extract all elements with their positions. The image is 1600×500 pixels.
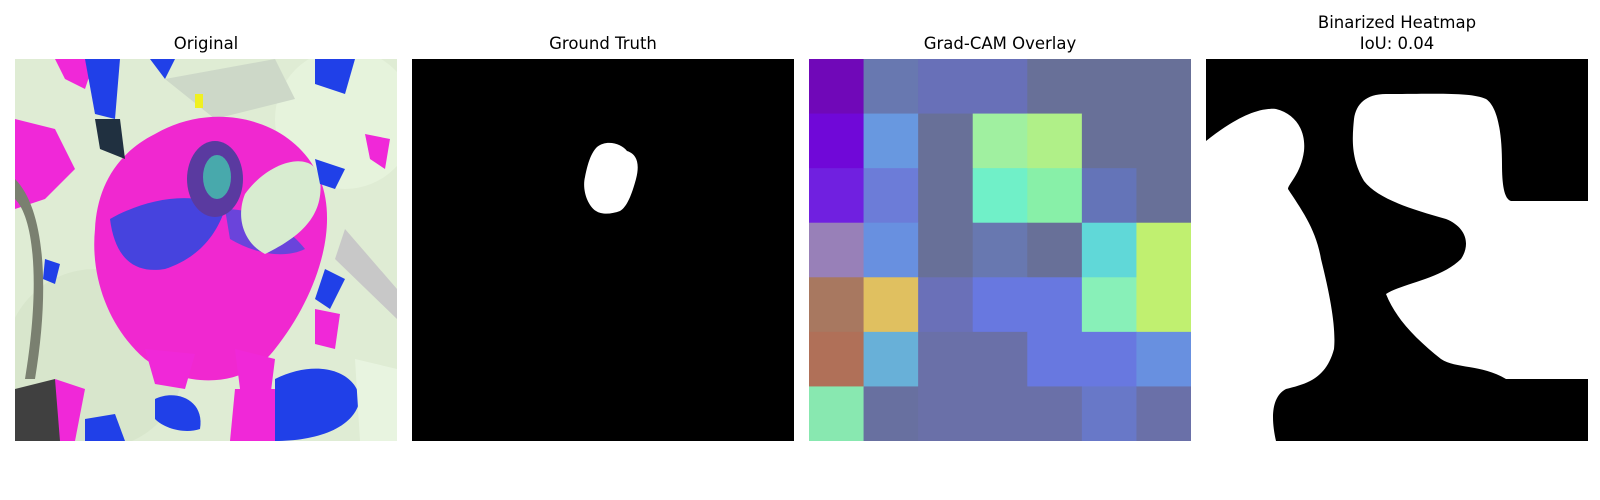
gradcam-cell	[972, 113, 1028, 169]
gradcam-cell	[863, 113, 919, 169]
gradcam-cell	[1081, 277, 1137, 333]
gradcam-cell	[972, 277, 1028, 333]
gradcam-cell	[1136, 386, 1191, 441]
gradcam-cell	[1081, 168, 1137, 224]
gradcam-cell	[972, 331, 1028, 387]
gradcam-cell	[809, 222, 865, 278]
gradcam-cell	[1027, 113, 1083, 169]
gradcam-cell	[918, 331, 974, 387]
original-image	[15, 59, 397, 441]
panel-original: Original	[15, 0, 397, 500]
gradcam-cell	[1081, 113, 1137, 169]
gradcam-cell	[972, 59, 1028, 115]
gradcam-cell	[863, 222, 919, 278]
gradcam-cell	[809, 113, 865, 169]
gradcam-cell	[863, 331, 919, 387]
panel-gradcam: Grad-CAM Overlay	[809, 0, 1191, 500]
gradcam-cell	[863, 168, 919, 224]
gradcam-cell	[1136, 113, 1191, 169]
gradcam-overlay	[809, 59, 1191, 441]
gradcam-cell	[918, 168, 974, 224]
gradcam-cell	[1027, 222, 1083, 278]
gradcam-cell	[918, 386, 974, 441]
binarized-mask	[1206, 59, 1588, 441]
gradcam-cell	[1136, 59, 1191, 115]
panel-title-ground-truth: Ground Truth	[549, 34, 657, 53]
gradcam-cell	[972, 386, 1028, 441]
gradcam-cell	[1136, 277, 1191, 333]
gradcam-cell	[809, 331, 865, 387]
gradcam-cell	[1027, 386, 1083, 441]
gradcam-cell	[972, 168, 1028, 224]
gradcam-cell	[918, 59, 974, 115]
gradcam-cell	[863, 277, 919, 333]
gradcam-cell	[863, 386, 919, 441]
gradcam-cell	[809, 168, 865, 224]
gradcam-cell	[918, 222, 974, 278]
gradcam-cell	[918, 113, 974, 169]
gradcam-cell	[1081, 222, 1137, 278]
gradcam-cell	[809, 277, 865, 333]
panel-ground-truth: Ground Truth	[412, 0, 794, 500]
panel-title-gradcam: Grad-CAM Overlay	[923, 34, 1077, 53]
gradcam-cell	[863, 59, 919, 115]
ground-truth-mask	[412, 59, 794, 441]
gradcam-cell	[809, 59, 865, 115]
gradcam-cell	[1081, 59, 1137, 115]
gradcam-cell	[972, 222, 1028, 278]
panel-title-binarized: Binarized Heatmap	[1317, 13, 1477, 32]
gradcam-cell	[1027, 168, 1083, 224]
gradcam-cell	[1027, 59, 1083, 115]
gradcam-cell	[1136, 168, 1191, 224]
gradcam-cell	[1081, 331, 1137, 387]
panel-binarized: Binarized Heatmap IoU: 0.04	[1206, 0, 1588, 500]
iou-label: IoU: 0.04	[1359, 34, 1435, 53]
gradcam-cell	[1027, 331, 1083, 387]
gradcam-cell	[918, 277, 974, 333]
gradcam-cell	[1136, 222, 1191, 278]
gradcam-cell	[1081, 386, 1137, 441]
panel-title-original: Original	[173, 34, 239, 53]
gradcam-cell	[809, 386, 865, 441]
gradcam-cell	[1136, 331, 1191, 387]
gradcam-cell	[1027, 277, 1083, 333]
